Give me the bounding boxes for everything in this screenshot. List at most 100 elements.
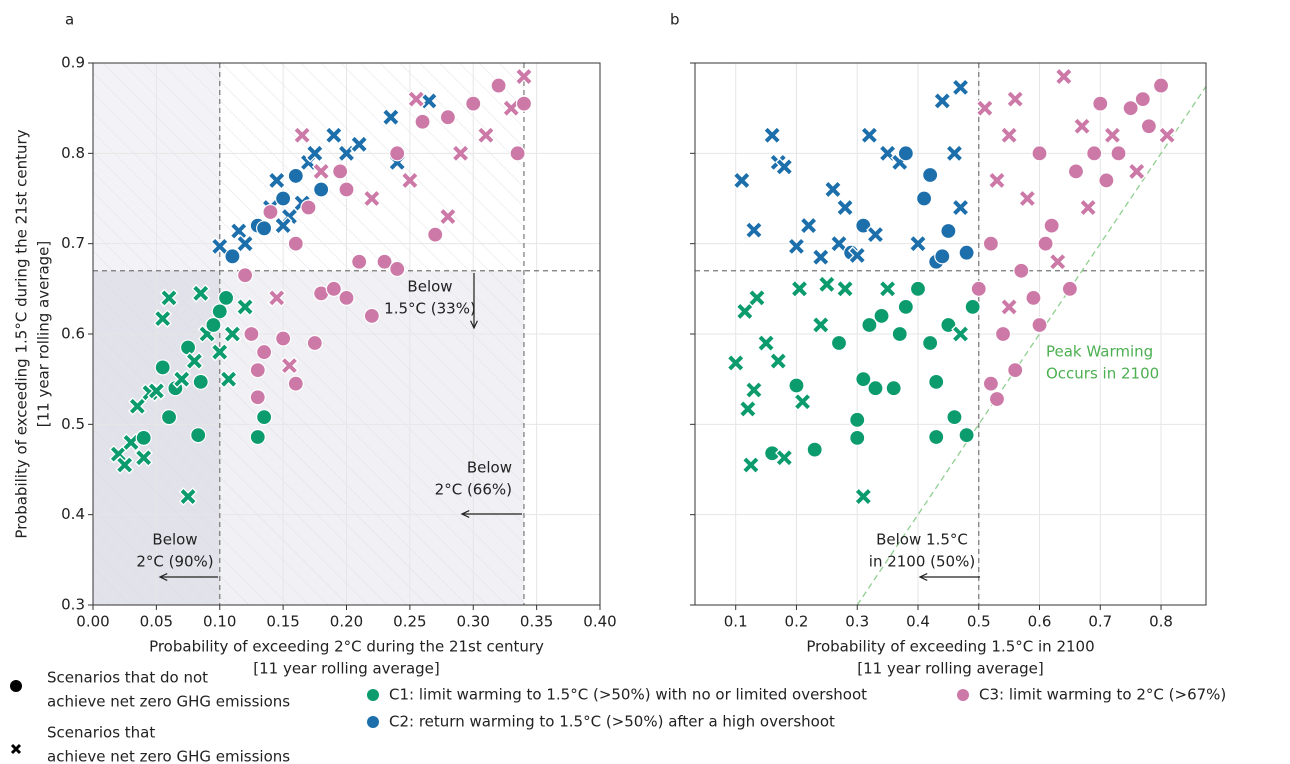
point [249,428,266,446]
point [861,316,878,334]
point [287,235,304,252]
legend-label: C2: return warming to 1.5°C (>50%) after… [389,713,835,731]
net-zero-point [269,173,285,188]
point [243,325,260,343]
point [788,377,805,394]
net-zero-point [129,398,145,414]
net-zero-point [795,394,810,410]
net-zero-point [953,200,968,215]
net-zero-point [402,173,418,188]
net-zero-point [186,353,202,369]
point [867,380,884,397]
point [964,298,981,315]
net-zero-point [789,238,804,254]
x-axis-label: Probability of exceeding 2°C during the … [149,638,544,656]
x-tick-label: 0.10 [203,613,236,631]
net-zero-point [1007,91,1023,107]
point [849,411,866,428]
x-tick-label: 0.25 [393,613,426,631]
point [909,280,927,297]
point [891,325,908,343]
net-zero-point [1019,191,1035,206]
net-zero-point [117,457,133,473]
point [946,409,963,426]
net-zero-point [136,450,152,466]
plot-area [93,63,600,605]
y-tick-label: 0.5 [61,415,85,433]
peak-warming-line [856,85,1206,605]
point [1086,145,1103,162]
net-zero-point [1001,127,1017,143]
annotation: 2°C (66%) [435,481,512,499]
net-zero-point [953,326,968,342]
point [1031,145,1048,162]
point [205,316,222,334]
net-zero-point [855,489,871,505]
point [154,359,171,376]
net-zero-point [383,109,399,125]
net-zero-point [221,371,237,387]
point [338,181,355,198]
point [934,248,951,265]
point [237,267,254,284]
point [135,429,152,446]
net-zero-point [1050,254,1066,270]
y-tick-label: 0.6 [61,325,85,343]
point [363,307,380,325]
legend-marker [10,743,22,755]
axes-frame [92,62,601,606]
point [873,307,890,325]
point [958,244,975,261]
point [414,113,431,130]
point [994,325,1012,343]
net-zero-point [364,191,380,206]
net-zero-point [813,317,829,333]
point [389,145,406,162]
point [806,441,823,458]
x-tick-label: 0.30 [457,613,490,631]
net-zero-point [776,450,792,466]
point [160,409,178,426]
point [922,334,939,352]
point [982,235,1000,252]
net-zero-point [155,311,171,327]
net-zero-point [212,344,228,360]
x-tick-label: 0.8 [1149,613,1173,631]
net-zero-point [749,290,765,306]
net-zero-point [776,159,792,175]
net-zero-point [516,69,532,84]
net-zero-point [1159,127,1175,143]
point [1152,77,1170,94]
point [988,390,1006,408]
annotation: 1.5°C (33%) [384,300,476,318]
point [1122,100,1139,117]
annotation: in 2100 (50%) [869,553,975,571]
x-tick-label: 0.2 [785,613,809,631]
point [958,427,975,444]
net-zero-point [148,383,164,399]
point [1007,362,1024,379]
net-zero-point [737,304,753,319]
y-tick-label: 0.8 [61,144,85,162]
net-zero-point [849,247,865,263]
point [224,248,241,265]
net-zero-point [1056,69,1072,84]
x-axis-label: [11 year rolling average] [857,660,1044,678]
point [1037,235,1054,252]
y-tick-label: 0.9 [61,54,85,72]
point [256,343,273,361]
net-zero-point [792,281,807,297]
point [325,280,342,297]
x-tick-label: 0.35 [520,613,553,631]
legend-marker [367,689,379,701]
annotation: Below [467,459,512,477]
legend-label: C3: limit warming to 2°C (>67%) [979,686,1226,704]
net-zero-point [237,299,253,315]
net-zero-point [1074,118,1090,134]
net-zero-point [282,358,297,374]
x-tick-label: 0.7 [1088,613,1112,631]
point [306,334,323,352]
net-zero-point [947,145,962,161]
point [376,253,393,270]
